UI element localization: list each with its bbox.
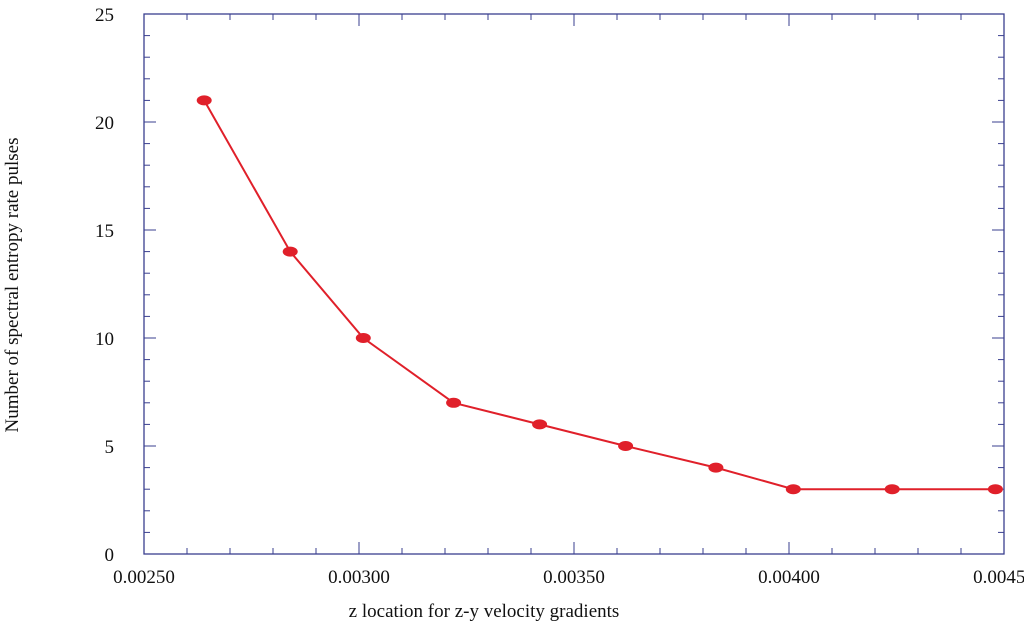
series-group	[196, 95, 1003, 495]
x-axis-title: z location for z-y velocity gradients	[349, 601, 620, 622]
plot-border	[143, 13, 1005, 555]
data-point	[282, 246, 298, 257]
y-tick-label: 25	[95, 5, 114, 26]
y-axis-title: Number of spectral entropy rate pulses	[2, 138, 23, 433]
x-tick-label: 0.00350	[543, 567, 605, 588]
data-point	[618, 441, 634, 451]
data-point	[446, 397, 462, 408]
y-tick-label: 10	[95, 329, 114, 350]
data-point	[355, 333, 371, 343]
y-tick-label: 5	[105, 437, 115, 458]
series-line	[203, 99, 996, 491]
data-point	[532, 419, 548, 430]
y-tick-labels: 0 5 10 15 20 25	[95, 5, 114, 566]
x-tick-label: 0.00300	[328, 567, 390, 588]
tick-marks	[143, 13, 1005, 555]
x-tick-label: 0.00400	[758, 567, 820, 588]
plot-frame	[143, 13, 1005, 555]
y-tick-label: 20	[95, 113, 114, 134]
x-tick-label: 0.00250	[113, 567, 175, 588]
y-tick-label: 15	[95, 221, 114, 242]
y-tick-label: 0	[105, 545, 115, 566]
data-point	[884, 484, 900, 495]
data-point	[987, 484, 1003, 495]
data-point	[785, 484, 801, 495]
data-point	[196, 95, 212, 106]
data-point	[708, 462, 724, 473]
